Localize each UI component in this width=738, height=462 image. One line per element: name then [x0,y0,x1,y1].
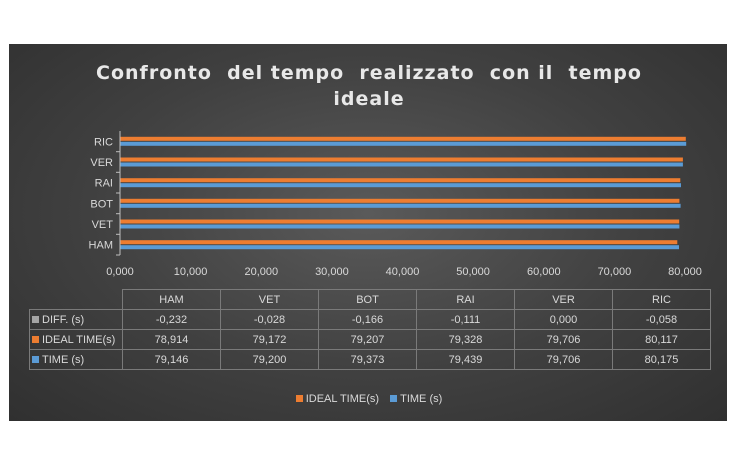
table-cell: -0,058 [612,309,711,330]
table-header-ver: VER [514,289,613,310]
bar-time-ver [120,162,683,167]
y-tick-label: VER [90,157,113,169]
ideal-swatch-icon [32,335,39,343]
table-header-ric: RIC [612,289,711,310]
x-tick-label: 0,000 [106,266,134,278]
table-row-label-ideal: IDEAL TIME(s) [29,329,123,350]
table-header-row: HAM VET BOT RAI VER RIC [29,289,711,310]
x-tick-label: 10,000 [174,266,208,278]
table-cell: 79,200 [220,349,319,370]
legend: IDEAL TIME(s) TIME (s) [0,393,738,405]
table-cell: -0,028 [220,309,319,330]
table-cell: 79,706 [514,329,613,350]
legend-label-ideal: IDEAL TIME(s) [305,393,380,405]
ideal-label: IDEAL TIME(s) [42,333,116,346]
x-tick-label: 50,000 [456,266,490,278]
x-tick-label: 70,000 [598,266,632,278]
table-cell: 79,328 [416,329,515,350]
table-header-rai: RAI [416,289,515,310]
bar-ideal-ham [120,240,678,245]
table-row: DIFF. (s) -0,232 -0,028 -0,166 -0,111 0,… [29,309,711,330]
bar-time-rai [120,183,681,188]
table-header-bot: BOT [318,289,417,310]
table-header-vet: VET [220,289,319,310]
table-cell: 79,373 [318,349,417,370]
y-tick-label: RAI [95,178,113,190]
table-row-label-time: TIME (s) [29,349,123,370]
x-tick-label: 30,000 [315,266,349,278]
y-tick-label: RIC [94,136,113,148]
table-row: TIME (s) 79,146 79,200 79,373 79,439 79,… [29,349,711,370]
y-tick-label: BOT [90,198,113,210]
legend-item-time: TIME (s) [390,393,442,405]
chart-title-line-2: ideale [333,88,405,110]
bar-ideal-rai [120,178,681,183]
bar-time-vet [120,224,680,229]
bar-ideal-ric [120,136,686,141]
table-cell: -0,232 [122,309,221,330]
y-tick-label: HAM [89,240,113,252]
x-tick-label: 40,000 [386,266,420,278]
legend-item-ideal: IDEAL TIME(s) [295,393,380,405]
table-cell: 78,914 [122,329,221,350]
ideal-legend-swatch-icon [295,395,303,402]
x-tick-label: 80,000 [668,266,702,278]
table-corner [29,289,123,310]
chart-title-line-1: Confronto del tempo realizzato con il te… [96,62,642,84]
table-cell: 79,172 [220,329,319,350]
table-cell: 79,146 [122,349,221,370]
x-tick-label: 60,000 [527,266,561,278]
table-cell: 80,175 [612,349,711,370]
bar-time-ham [120,245,679,250]
table-row-label-diff: DIFF. (s) [29,309,123,330]
y-tick-label: VET [92,219,114,231]
time-label: TIME (s) [42,353,85,366]
bar-time-bot [120,203,681,208]
bar-ideal-bot [120,198,680,203]
x-tick-label: 20,000 [244,266,278,278]
chart-title: Confronto del tempo realizzato con il te… [0,60,738,112]
data-table: HAM VET BOT RAI VER RIC DIFF. (s) -0,232… [29,289,711,370]
table-cell: -0,111 [416,309,515,330]
bar-ideal-ver [120,157,683,162]
bar-time-ric [120,141,687,146]
table-cell: 80,117 [612,329,711,350]
legend-label-time: TIME (s) [400,393,443,405]
table-cell: 0,000 [514,309,613,330]
diff-swatch-icon [32,315,39,323]
table-cell: 79,439 [416,349,515,370]
time-swatch-icon [32,355,39,363]
table-cell: -0,166 [318,309,417,330]
table-cell: 79,207 [318,329,417,350]
table-row: IDEAL TIME(s) 78,914 79,172 79,207 79,32… [29,329,711,350]
bar-ideal-vet [120,219,680,224]
diff-label: DIFF. (s) [42,313,85,326]
table-cell: 79,706 [514,349,613,370]
table-header-ham: HAM [122,289,221,310]
time-legend-swatch-icon [390,395,398,402]
